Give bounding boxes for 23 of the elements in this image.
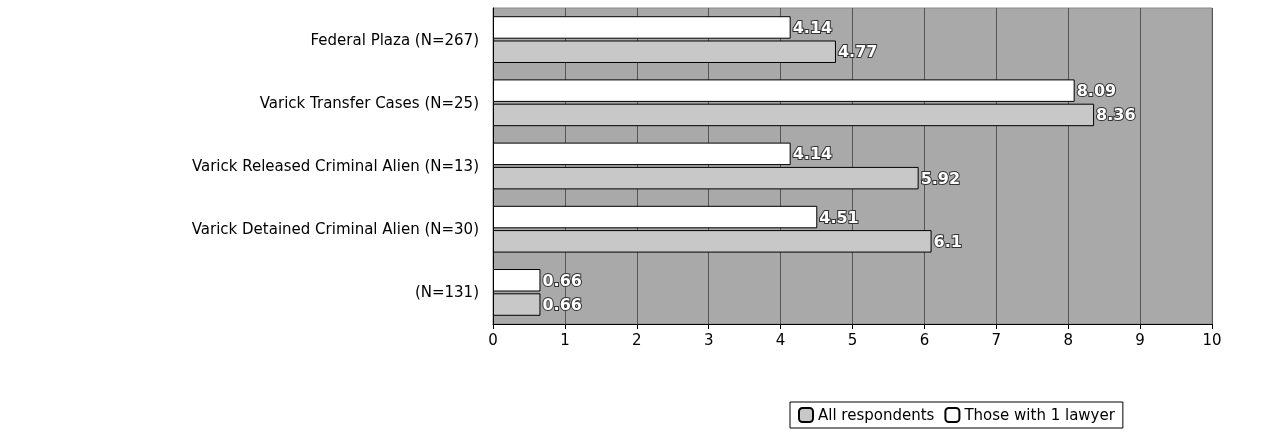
data-label: 8.36 [1096,105,1136,125]
x-tick-label: 2 [632,330,642,349]
y-tick-label: Varick Released Criminal Alien (N=13) [191,157,479,175]
y-tick-label: Varick Detained Criminal Alien (N=30) [191,220,479,239]
x-tick-label: 8 [1063,330,1073,349]
data-label: 8.09 [1076,81,1117,101]
y-tick-label: (N=131) [414,283,479,302]
x-tick-label: 4 [775,330,786,349]
legend-label: Those with 1 lawyer [963,406,1116,424]
y-tick-label: Federal Plaza (N=267) [310,30,479,49]
x-tick-label: 1 [560,330,570,349]
data-label: 4.14 [792,144,833,164]
x-tick-label: 10 [1202,330,1222,349]
x-tick-label: 0 [488,330,498,349]
data-label: 6.1 [933,231,962,251]
x-tick-label: 6 [919,330,930,349]
data-label: 4.14 [792,17,833,37]
x-tick-label: 3 [703,330,714,349]
y-tick-label: Varick Transfer Cases (N=25) [259,93,479,112]
x-tick-label: 5 [847,330,858,349]
x-tick-label: 9 [1135,330,1145,349]
x-tick-label: 7 [991,330,1002,349]
legend-label: All respondents [818,406,935,424]
